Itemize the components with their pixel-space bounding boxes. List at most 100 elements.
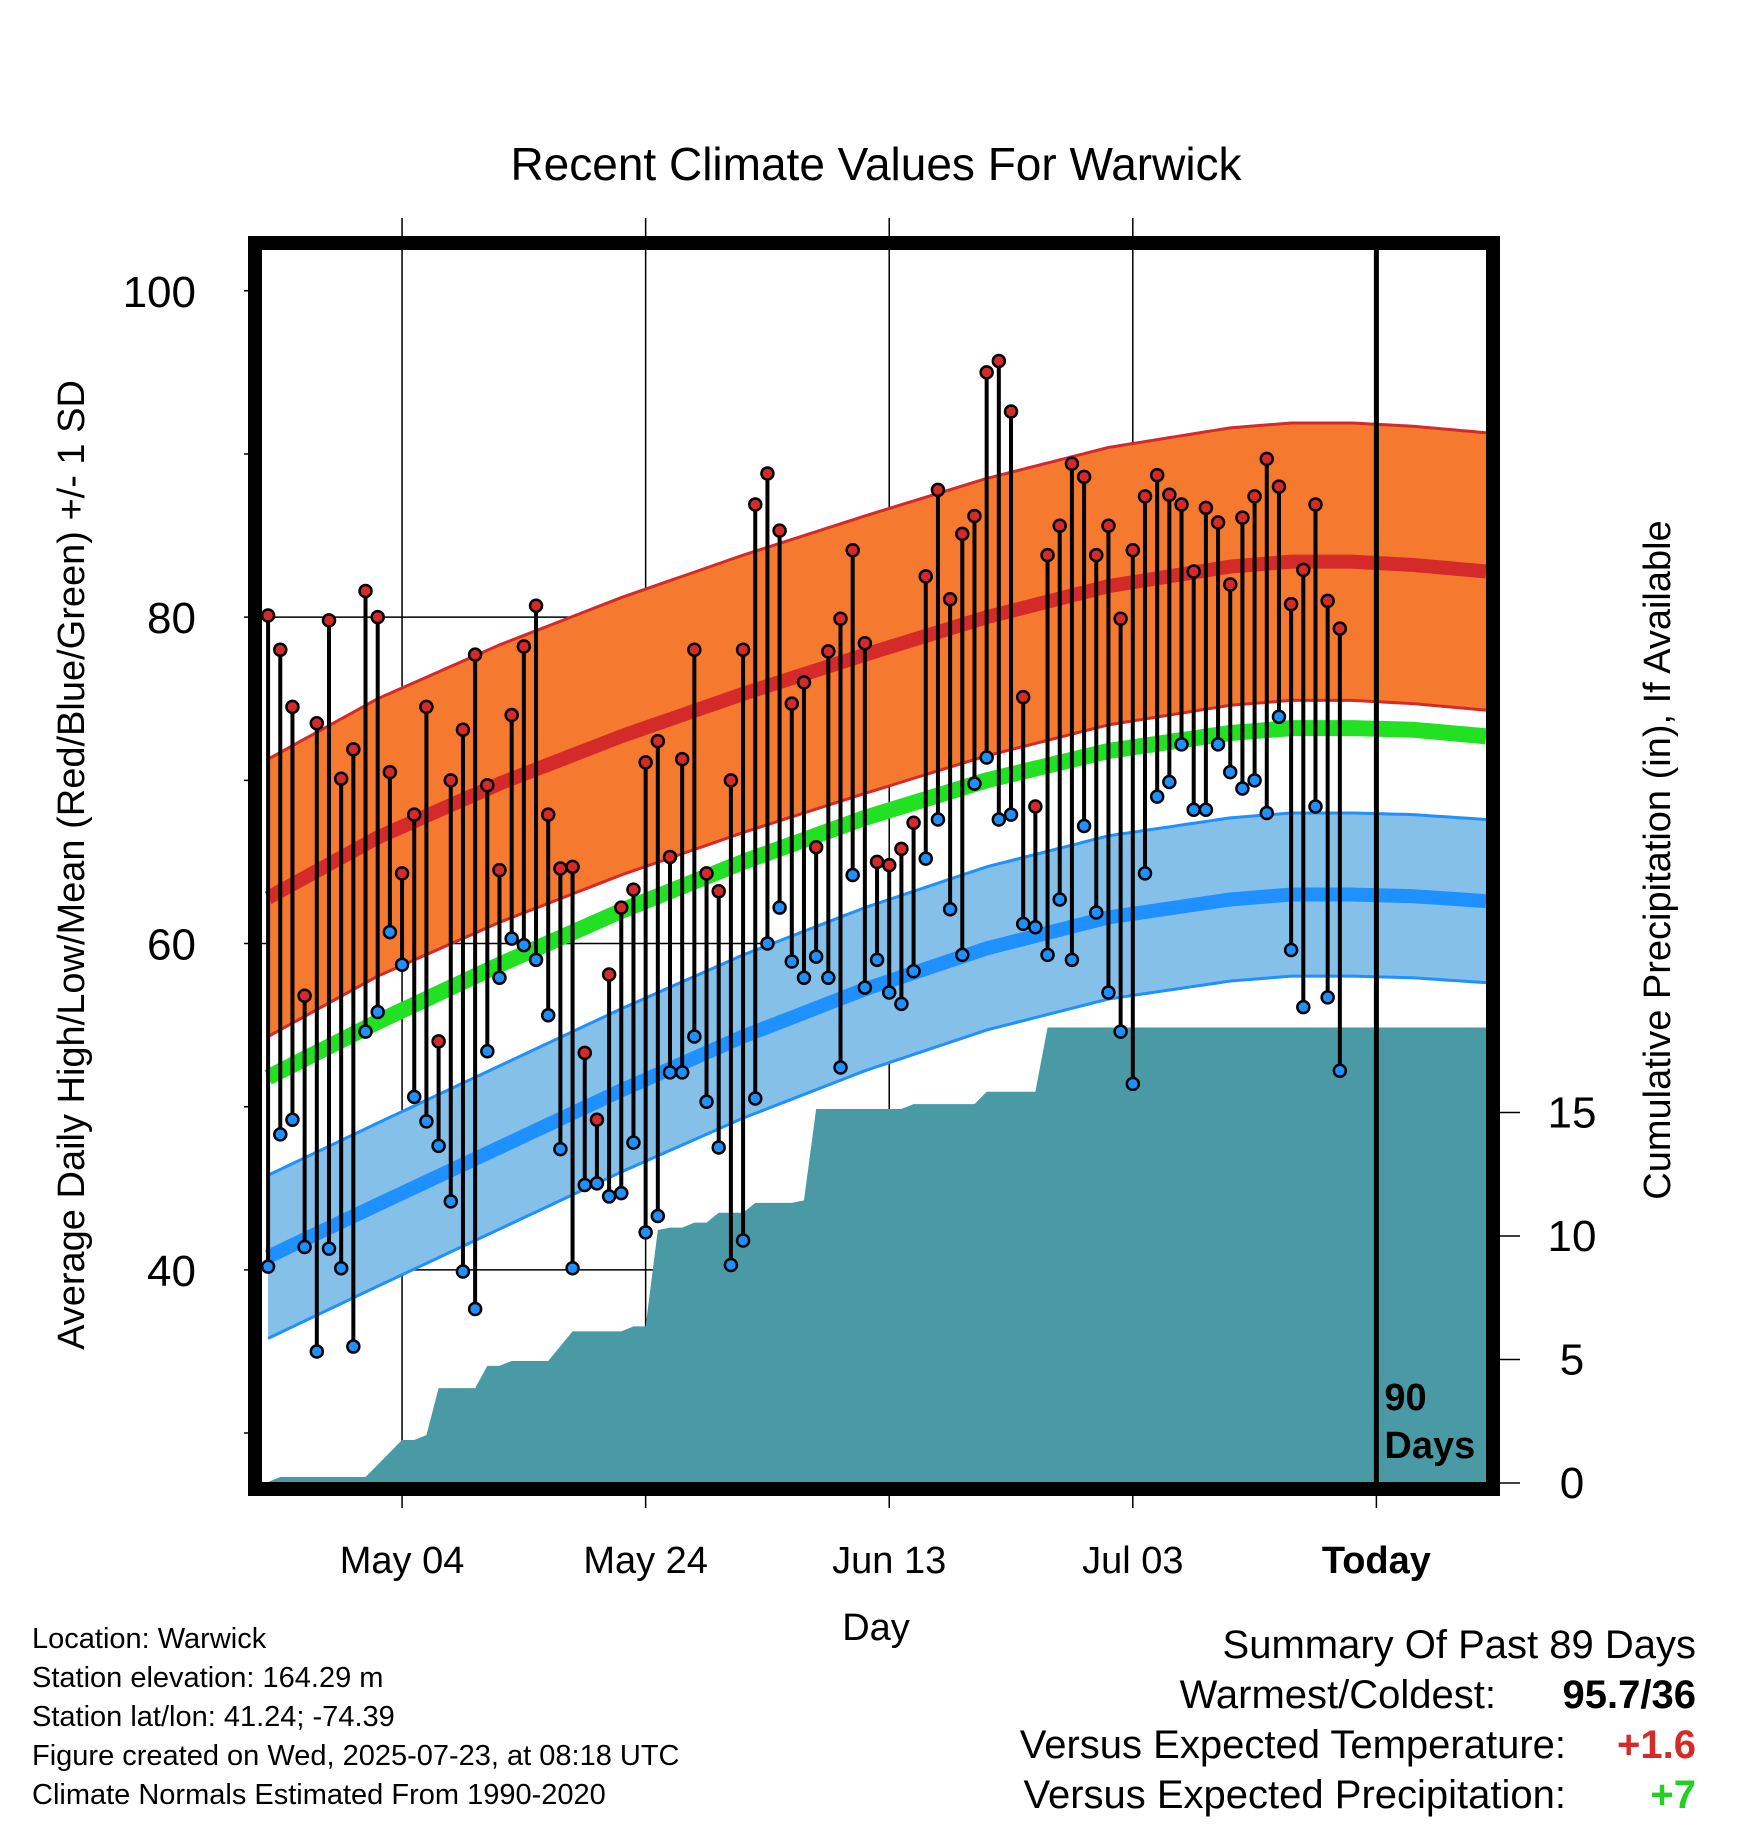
daily-low-point — [1296, 999, 1311, 1015]
summary-title-text: Summary Of Past 89 Days — [1222, 1623, 1696, 1667]
daily-high-point — [565, 859, 580, 875]
daily-low-point — [297, 1239, 312, 1255]
high-normal-line — [264, 554, 1486, 904]
daily-high-point — [358, 583, 373, 599]
daily-low-point — [321, 1241, 337, 1256]
daily-low-point — [1125, 1076, 1141, 1092]
daily-high-point — [333, 771, 349, 786]
daily-high-point — [979, 365, 994, 380]
y-axis-label: Average Daily High/Low/Mean (Red/Blue/Gr… — [51, 380, 93, 1350]
daily-low-point — [516, 937, 532, 953]
daily-high-point — [906, 815, 921, 831]
daily-low-point — [1137, 866, 1153, 881]
daily-high-point — [1125, 542, 1141, 558]
daily-high-point — [540, 807, 556, 822]
daily-high-point — [614, 900, 629, 915]
daily-high-point — [419, 699, 434, 715]
daily-low-point — [906, 964, 921, 979]
daily-high-point — [1296, 562, 1311, 578]
daily-low-point — [553, 1141, 568, 1157]
daily-high-point — [406, 807, 422, 822]
daily-high-point — [748, 497, 763, 512]
daily-low-point — [662, 1065, 678, 1080]
daily-high-point — [711, 884, 726, 899]
daily-high-point — [370, 609, 385, 625]
daily-low-point — [589, 1176, 605, 1191]
daily-high-point — [346, 742, 361, 757]
daily-low-point — [772, 900, 787, 915]
daily-high-point — [492, 862, 507, 878]
daily-high-point — [942, 591, 958, 607]
station-latlon: Station lat/lon: 41.24; -74.39 — [32, 1701, 395, 1733]
daily-high-point — [1028, 799, 1043, 814]
daily-low-point — [504, 931, 519, 946]
daily-low-point — [1308, 799, 1323, 814]
daily-high-point — [1320, 593, 1335, 609]
daily-low-point — [480, 1043, 495, 1059]
daily-high-point — [662, 849, 678, 865]
daily-high-point — [881, 857, 897, 873]
daily-low-point — [406, 1089, 422, 1105]
daily-high-point — [699, 866, 714, 881]
daily-low-point — [1320, 990, 1335, 1005]
daily-low-point — [723, 1257, 739, 1273]
high-band-lower-edge — [267, 698, 1486, 1038]
daily-low-point — [1003, 807, 1019, 822]
daily-high-point — [1235, 510, 1250, 525]
daily-low-point — [845, 867, 860, 883]
daily-high-point — [285, 699, 300, 715]
daily-high-point — [626, 882, 641, 897]
daily-low-point — [1064, 952, 1080, 968]
daily-high-point — [553, 861, 568, 876]
daily-low-point — [1271, 709, 1287, 724]
daily-high-point — [1040, 547, 1055, 563]
daily-high-point — [1186, 564, 1201, 579]
daily-low-point — [748, 1091, 763, 1106]
daily-high-point — [1137, 489, 1153, 504]
daily-high-point — [394, 866, 410, 881]
daily-high-point — [674, 751, 690, 767]
daily-low-point — [1235, 781, 1250, 796]
daily-low-point — [784, 954, 800, 969]
daily-high-point — [589, 1112, 605, 1127]
precip-value: +7 — [1650, 1773, 1696, 1817]
daily-high-point — [1332, 621, 1348, 636]
precip-tick-label: 15 — [1548, 1089, 1597, 1138]
daily-high-point — [1076, 469, 1092, 485]
daily-low-point — [955, 947, 970, 963]
daily-high-point — [467, 647, 483, 662]
summary-temp: Versus Expected Temperature: +1.6 — [796, 1720, 1696, 1770]
daily-high-point — [1247, 489, 1262, 504]
temp-label: Versus Expected Temperature: — [1019, 1723, 1566, 1767]
y-tick-label: 40 — [147, 1247, 196, 1296]
daily-high-point — [930, 482, 946, 498]
daily-high-point — [480, 777, 495, 793]
daily-low-point — [1040, 947, 1055, 963]
daily-high-point — [772, 523, 787, 538]
station-location: Location: Warwick — [32, 1623, 267, 1655]
today-window-label: Days — [1384, 1425, 1475, 1467]
daily-high-point — [869, 854, 885, 870]
daily-high-point — [955, 526, 970, 542]
daily-low-point — [419, 1114, 434, 1129]
daily-low-point — [687, 1029, 702, 1044]
daily-low-point — [601, 1189, 617, 1204]
daily-low-point — [1052, 892, 1067, 907]
precip-label: Versus Expected Precipitation: — [1023, 1773, 1566, 1817]
daily-high-point — [687, 642, 702, 658]
daily-high-point — [1283, 596, 1299, 612]
daily-high-point — [455, 722, 471, 737]
daily-low-point — [735, 1233, 751, 1248]
summary-title: Summary Of Past 89 Days — [796, 1620, 1696, 1670]
daily-low-point — [431, 1138, 446, 1154]
daily-low-point — [1222, 764, 1238, 780]
daily-low-point — [540, 1008, 556, 1023]
daily-high-point — [1089, 547, 1104, 563]
daily-low-point — [918, 851, 934, 866]
daily-low-point — [869, 952, 885, 968]
daily-high-point — [1271, 479, 1287, 494]
daily-high-point — [1308, 497, 1323, 512]
precip-tick-label: 10 — [1548, 1212, 1597, 1261]
precip-tick-label: 5 — [1560, 1336, 1584, 1385]
daily-low-point — [711, 1140, 726, 1155]
